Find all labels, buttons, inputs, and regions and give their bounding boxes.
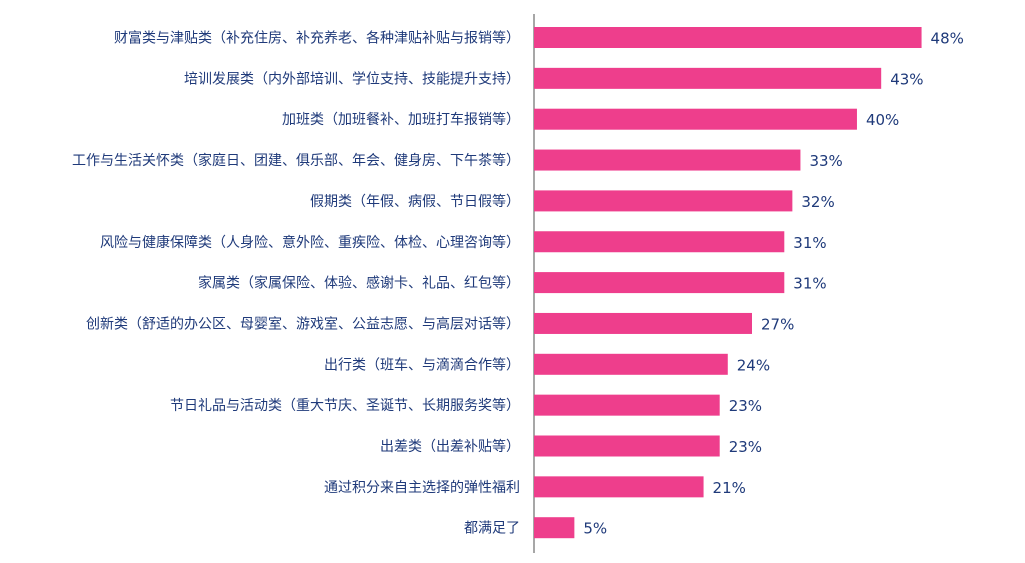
value-label: 31% [793, 275, 826, 293]
bars-group [534, 27, 922, 539]
value-label: 33% [809, 152, 842, 170]
category-label: 节日礼品与活动类（重大节庆、圣诞节、长期服务奖等） [170, 397, 520, 414]
bar [534, 394, 720, 416]
value-label: 32% [801, 193, 834, 211]
bar [534, 272, 785, 294]
bar [534, 435, 720, 457]
value-label: 48% [931, 30, 964, 48]
bar [534, 190, 793, 212]
bar [534, 353, 728, 375]
bar [534, 517, 575, 539]
bar [534, 312, 752, 334]
bar [534, 27, 922, 48]
value-label: 24% [737, 356, 770, 374]
category-label: 创新类（舒适的办公区、母婴室、游戏室、公益志愿、与高层对话等） [86, 315, 520, 332]
category-label: 假期类（年假、病假、节日假等） [310, 193, 520, 210]
bar [534, 476, 704, 498]
value-label: 43% [890, 70, 923, 88]
category-label: 财富类与津贴类（补充住房、补充养老、各种津贴补贴与报销等） [114, 30, 520, 47]
bar [534, 67, 882, 89]
category-label: 都满足了 [464, 521, 520, 537]
category-label: 通过积分来自主选择的弹性福利 [324, 480, 520, 496]
bar [534, 108, 857, 130]
bar [534, 149, 801, 171]
value-label: 5% [583, 520, 607, 538]
category-labels-group: 财富类与津贴类（补充住房、补充养老、各种津贴补贴与报销等） 培训发展类（内外部培训… [72, 30, 520, 537]
category-label: 出行类（班车、与滴滴合作等） [324, 356, 520, 373]
value-label: 21% [713, 479, 746, 497]
value-label: 23% [729, 397, 762, 415]
value-label: 23% [729, 438, 762, 456]
category-label: 出差类（出差补贴等） [380, 438, 520, 455]
value-labels-group: 48% 43% 40% 33% 32% 31% 31% 27% 24% 23% 23% 21% 5% [583, 30, 964, 538]
category-label: 培训发展类（内外部培训、学位支持、技能提升支持） [184, 71, 520, 87]
value-label: 31% [793, 234, 826, 252]
value-label: 40% [866, 111, 899, 129]
category-label: 家属类（家属保险、体验、感谢卡、礼品、红包等） [198, 275, 520, 292]
category-label: 加班类（加班餐补、加班打车报销等） [282, 111, 520, 128]
bar [534, 231, 785, 253]
category-label: 风险与健康保障类（人身险、意外险、重疾险、体检、心理咨询等） [100, 234, 520, 251]
value-label: 27% [761, 315, 794, 333]
category-label: 工作与生活关怀类（家庭日、团建、俱乐部、年会、健身房、下午茶等） [72, 152, 520, 169]
